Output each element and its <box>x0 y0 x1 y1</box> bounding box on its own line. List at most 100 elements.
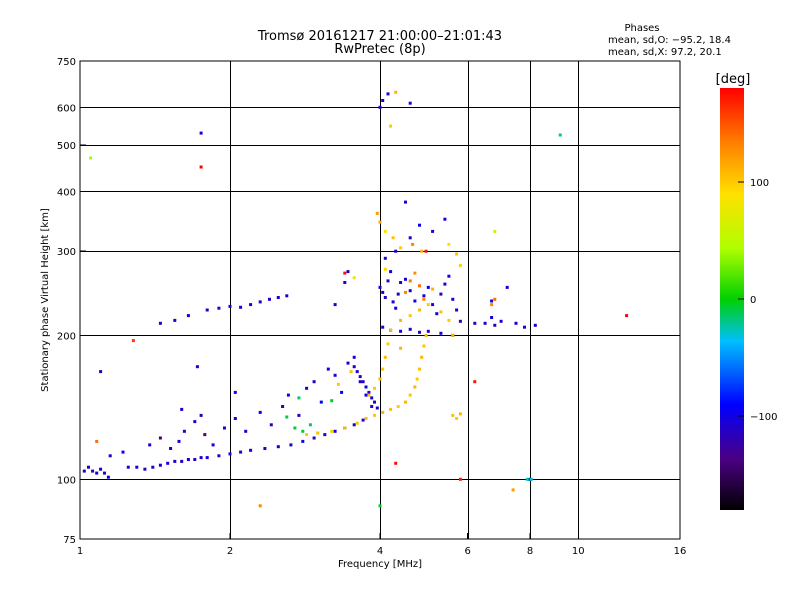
colorbar-axis: 100 0 −100 <box>738 178 777 423</box>
echo-point <box>269 423 273 427</box>
echo-point <box>143 467 147 471</box>
echo-point <box>205 308 209 312</box>
echo-point <box>95 471 99 475</box>
echo-point <box>258 504 262 508</box>
echo-point <box>404 200 407 204</box>
echo-point <box>439 292 443 296</box>
colorbar-tick-label: 0 <box>750 295 756 306</box>
echo-point <box>126 465 130 469</box>
echo-point <box>386 279 390 283</box>
echo-point <box>166 461 170 465</box>
echo-point <box>289 443 293 447</box>
echo-point <box>408 289 412 293</box>
echo-point <box>399 281 403 284</box>
phases-stats-o-mode: mean, sd,O: −95.2, 18.4 <box>608 35 731 46</box>
echo-point <box>490 303 494 307</box>
echo-point <box>413 385 417 389</box>
echo-point <box>199 413 203 417</box>
y-axis: 75 100 200 300 400 500 600 750 <box>57 57 86 546</box>
y-tick-label: 75 <box>63 535 76 546</box>
echo-point <box>439 310 443 314</box>
echo-point <box>346 361 350 365</box>
echo-point <box>408 314 412 318</box>
echo-point <box>358 380 362 384</box>
echo-point <box>305 433 309 437</box>
echo-point <box>505 285 509 289</box>
y-tick-label: 400 <box>57 187 76 198</box>
echo-point <box>373 413 376 417</box>
echo-point <box>186 458 190 461</box>
echo-point <box>373 400 376 404</box>
echo-point <box>233 390 237 394</box>
echo-point <box>370 405 374 408</box>
echo-point <box>473 380 477 384</box>
echo-point <box>82 469 86 473</box>
echo-point <box>408 101 412 105</box>
echo-point <box>182 429 186 433</box>
echo-point <box>177 439 181 443</box>
y-tick-label: 200 <box>57 331 76 342</box>
echo-point <box>447 318 451 322</box>
echo-point <box>361 418 365 422</box>
echo-point <box>399 318 403 322</box>
echo-point <box>378 220 382 224</box>
echo-point <box>228 304 232 308</box>
echo-point <box>193 458 197 461</box>
echo-point <box>413 299 417 303</box>
echo-point <box>131 339 135 343</box>
echo-point <box>99 467 103 471</box>
echo-point <box>394 90 398 94</box>
echo-point <box>418 330 421 334</box>
echo-point <box>424 333 428 337</box>
echo-point <box>364 385 368 389</box>
echo-point <box>381 367 385 371</box>
echo-point <box>533 323 537 327</box>
echo-point <box>435 312 439 316</box>
echo-point <box>106 475 110 479</box>
echo-point <box>135 465 139 469</box>
echo-point <box>422 344 426 348</box>
echo-point <box>258 300 262 304</box>
echo-point <box>394 306 398 310</box>
echo-point <box>426 303 430 307</box>
echo-point <box>169 447 173 450</box>
echo-point <box>418 308 421 312</box>
echo-point <box>473 321 477 325</box>
echo-point <box>511 488 515 492</box>
echo-point <box>451 297 455 301</box>
echo-point <box>426 285 430 289</box>
x-axis: 1 2 4 6 8 10 16 <box>77 533 686 557</box>
echo-point <box>326 367 330 371</box>
colorbar-tick-label: 100 <box>750 178 769 189</box>
echo-point <box>381 99 385 102</box>
echo-point <box>355 421 359 425</box>
echo-point <box>378 105 382 109</box>
echo-point <box>415 377 419 381</box>
echo-point <box>349 370 353 374</box>
echo-point <box>352 276 356 280</box>
x-tick-label: 4 <box>377 546 383 557</box>
echo-point <box>199 131 203 135</box>
echo-point <box>420 249 424 253</box>
echo-point <box>483 321 487 325</box>
echo-point <box>404 277 407 281</box>
phases-stats-x-mode: mean, sd,X: 97.2, 20.1 <box>608 47 722 58</box>
echo-point <box>108 454 112 458</box>
echo-point <box>394 249 398 253</box>
echo-point <box>239 305 243 309</box>
echo-point <box>276 445 280 449</box>
echo-point <box>293 426 297 430</box>
echo-point <box>286 393 290 397</box>
echo-point <box>499 319 503 323</box>
echo-point <box>148 443 152 447</box>
echo-point <box>455 308 459 312</box>
echo-point <box>323 433 327 437</box>
echo-point <box>424 249 428 253</box>
echo-point <box>319 400 323 404</box>
echo-point <box>89 156 93 160</box>
echo-point <box>458 264 462 267</box>
echo-point <box>422 297 426 301</box>
colorbar-label: [deg] <box>716 72 751 87</box>
echo-point <box>391 300 395 304</box>
